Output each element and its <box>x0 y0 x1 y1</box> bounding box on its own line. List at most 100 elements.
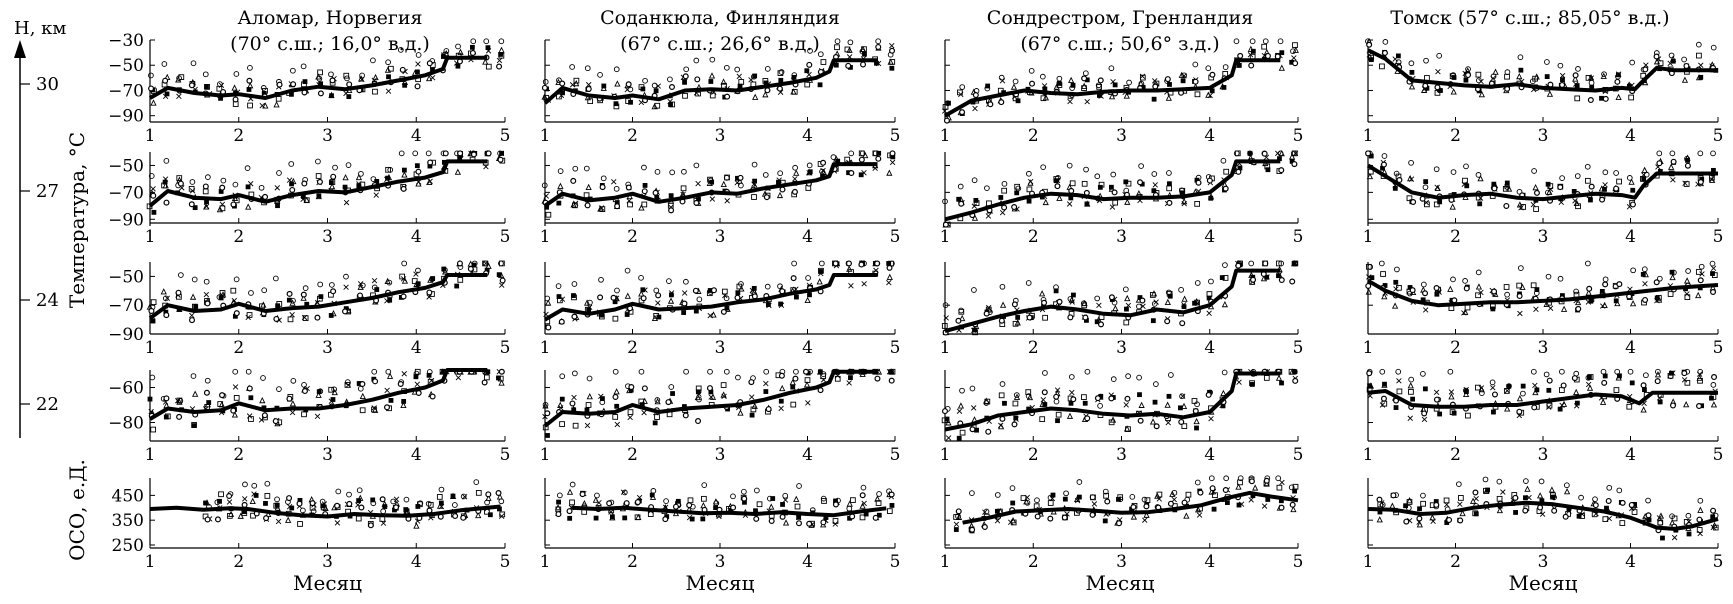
data-point <box>496 272 502 278</box>
data-point <box>1643 372 1649 379</box>
data-point <box>1407 285 1413 290</box>
data-point <box>1465 66 1471 72</box>
data-point <box>1039 194 1045 200</box>
data-point <box>1710 507 1717 514</box>
data-point <box>1434 84 1441 91</box>
data-point <box>994 508 1000 514</box>
data-point <box>160 288 167 295</box>
data-point <box>1463 163 1469 170</box>
data-point <box>426 372 432 378</box>
data-point <box>1573 403 1580 409</box>
data-point <box>355 515 362 522</box>
data-point <box>942 221 949 228</box>
data-point <box>1378 260 1385 267</box>
x-tick-label: 1 <box>540 126 551 146</box>
data-point <box>1366 274 1372 280</box>
data-point <box>1053 178 1059 184</box>
data-point <box>498 271 505 278</box>
data-point <box>970 405 977 411</box>
data-point <box>1475 269 1482 276</box>
data-point <box>612 368 619 375</box>
data-point <box>859 502 866 509</box>
data-point <box>358 170 364 177</box>
data-point <box>1194 506 1202 513</box>
data-point <box>258 417 265 423</box>
data-point <box>776 177 782 183</box>
data-point <box>694 393 701 401</box>
data-point <box>1112 304 1119 312</box>
data-point <box>1645 512 1652 519</box>
data-point <box>150 186 156 192</box>
data-point <box>356 181 362 187</box>
data-point <box>641 397 648 404</box>
data-point <box>1011 204 1018 211</box>
data-point <box>832 521 839 527</box>
data-point <box>262 102 269 109</box>
data-point <box>583 192 590 199</box>
data-point <box>984 185 990 192</box>
data-point <box>329 93 334 99</box>
data-point <box>217 498 222 504</box>
data-point <box>1626 175 1633 181</box>
data-point <box>650 488 657 494</box>
data-point <box>1123 319 1130 326</box>
data-point <box>634 499 641 506</box>
data-point <box>328 398 335 404</box>
data-point <box>241 509 247 515</box>
x-tick-label: 5 <box>1713 227 1724 247</box>
data-point <box>1084 77 1090 83</box>
data-point <box>1365 263 1372 270</box>
data-point <box>668 193 674 199</box>
data-point <box>600 396 605 402</box>
data-point <box>483 374 490 381</box>
data-point <box>381 500 388 507</box>
data-point <box>1600 303 1606 309</box>
data-point <box>1381 153 1388 159</box>
data-point <box>300 294 307 301</box>
data-point <box>597 294 604 301</box>
data-point <box>496 57 503 64</box>
data-point <box>889 65 895 71</box>
data-point <box>496 63 503 70</box>
data-point <box>817 369 823 375</box>
data-point <box>998 422 1004 429</box>
data-point <box>429 393 436 400</box>
data-point <box>1504 69 1511 75</box>
data-point <box>1709 260 1716 267</box>
data-point <box>1014 190 1020 196</box>
data-point <box>1478 385 1485 391</box>
data-point <box>1462 390 1470 398</box>
data-point <box>1437 199 1443 205</box>
data-point <box>1420 371 1426 377</box>
data-point <box>1430 518 1436 524</box>
data-point <box>653 287 660 294</box>
data-point <box>1275 374 1283 381</box>
data-point <box>1180 402 1188 410</box>
x-tick-label: 4 <box>802 552 813 572</box>
data-point <box>652 420 658 426</box>
data-point <box>372 378 379 385</box>
data-point <box>971 177 978 184</box>
data-point <box>1408 389 1414 395</box>
x-tick-label: 2 <box>233 552 244 572</box>
data-point <box>275 303 281 309</box>
data-point <box>1435 68 1441 75</box>
data-point <box>572 370 578 377</box>
y-tick-label: −70 <box>108 81 144 101</box>
data-point <box>820 159 827 166</box>
data-point <box>1009 485 1016 491</box>
data-point <box>219 201 226 208</box>
data-point <box>1585 289 1592 296</box>
data-point <box>1276 271 1283 278</box>
data-point <box>1564 482 1570 489</box>
data-point <box>385 166 391 173</box>
data-point <box>606 500 613 507</box>
data-point <box>1463 285 1470 292</box>
data-point <box>216 205 224 213</box>
mean-line <box>944 159 1281 222</box>
mean-line <box>149 504 501 519</box>
data-point <box>1279 380 1284 386</box>
x-tick-label: 5 <box>890 338 901 358</box>
data-point <box>1024 494 1030 501</box>
data-point <box>1379 63 1385 70</box>
